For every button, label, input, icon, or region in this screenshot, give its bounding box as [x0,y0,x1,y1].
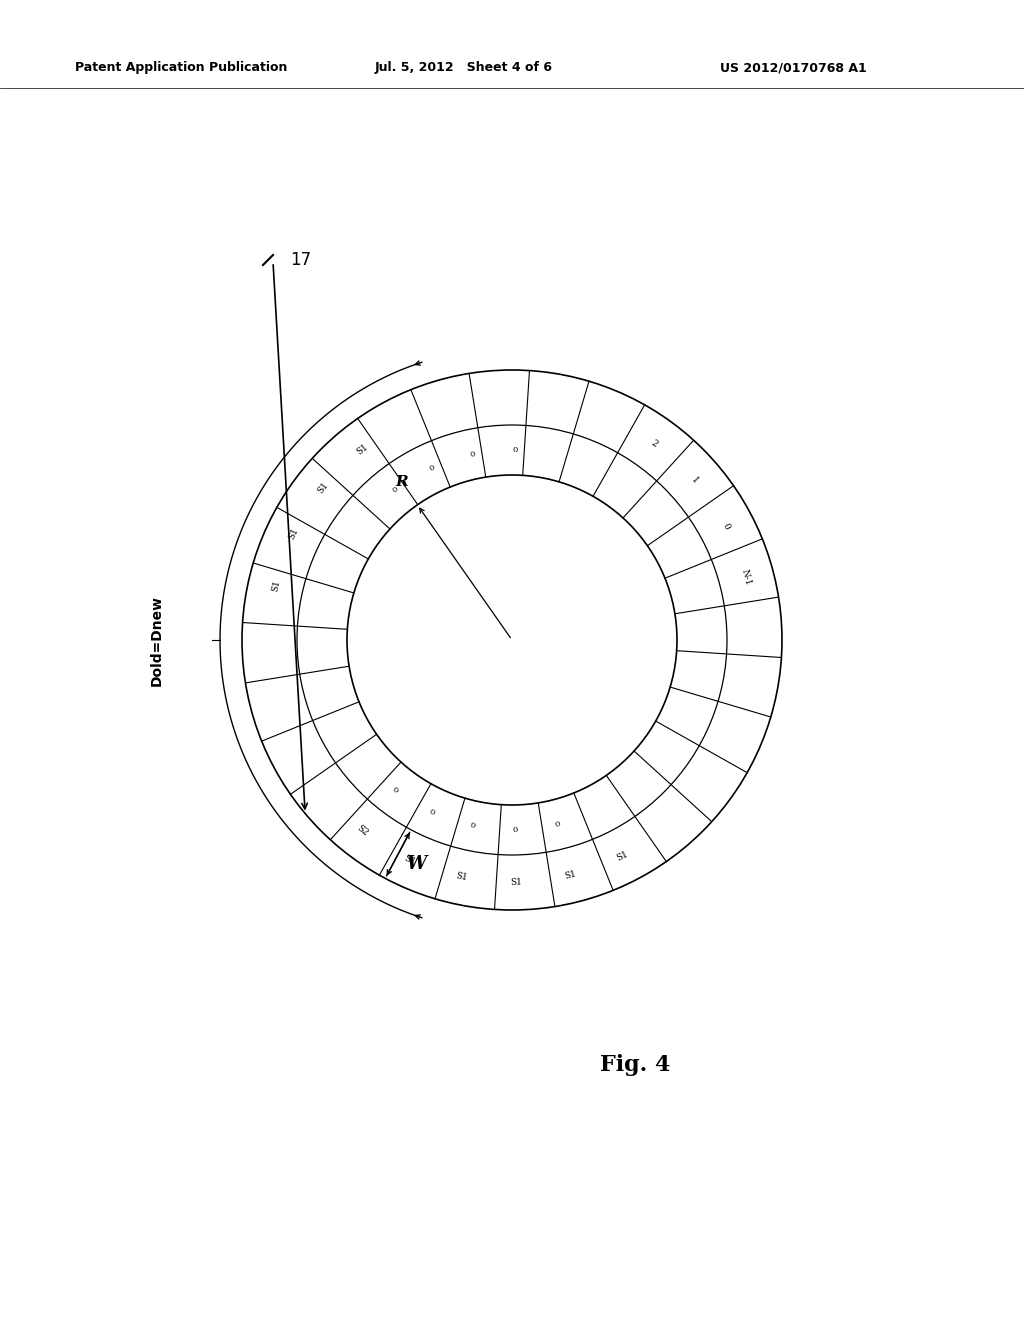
Text: 17: 17 [290,251,311,269]
Text: N-1: N-1 [739,568,753,586]
Text: Patent Application Publication: Patent Application Publication [75,62,288,74]
Text: S1: S1 [355,442,370,457]
Text: Dold=Dnew: Dold=Dnew [150,594,164,685]
Text: S1: S1 [270,578,282,593]
Text: R: R [395,475,408,488]
Text: 0: 0 [469,450,476,458]
Text: 0: 0 [469,821,476,830]
Text: W: W [406,854,426,873]
Text: 0: 0 [428,463,436,473]
Text: S2: S2 [355,824,370,838]
Text: 0: 0 [390,785,399,795]
Text: 0: 0 [428,808,436,817]
Text: 2: 2 [649,438,659,449]
Text: S1: S1 [564,870,578,880]
Text: 0: 0 [513,826,518,834]
Text: 1: 1 [690,475,700,486]
Text: US 2012/0170768 A1: US 2012/0170768 A1 [720,62,866,74]
Text: S1: S1 [402,853,417,866]
Text: 0: 0 [554,820,561,829]
Text: 0: 0 [390,486,399,495]
Text: 0: 0 [513,446,518,454]
Text: S1: S1 [288,527,301,541]
Text: Fig. 4: Fig. 4 [600,1053,671,1076]
Text: S1: S1 [510,878,522,887]
Text: S1: S1 [455,871,468,883]
Text: S1: S1 [614,849,630,863]
Text: Jul. 5, 2012   Sheet 4 of 6: Jul. 5, 2012 Sheet 4 of 6 [375,62,553,74]
Text: S1: S1 [316,480,331,495]
Text: 0: 0 [721,521,731,531]
